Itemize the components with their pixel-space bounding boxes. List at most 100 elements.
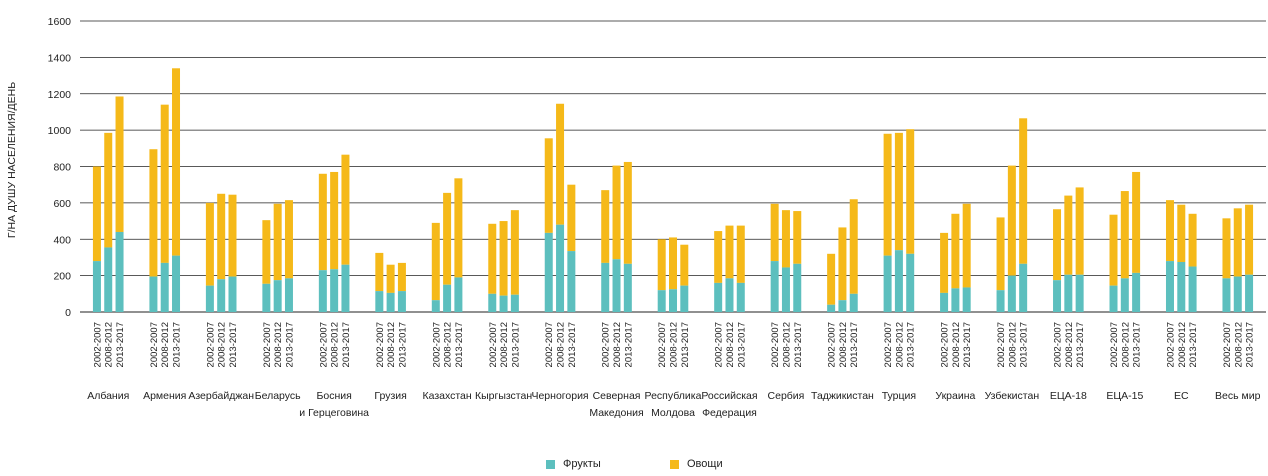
category-label: Российская Федерация [701,390,757,419]
x-tick-label: 2013-2017 [623,322,634,367]
bar-vegetables [657,239,666,291]
bar-fruits [262,283,271,312]
x-tick-label: 2013-2017 [115,322,126,367]
y-axis-title: Г/НА ДУШУ НАСЕЛЕНИЯ/ДЕНЬ [6,82,18,238]
bar-fruits [612,259,621,312]
x-tick-label: 2008-2012 [104,322,115,367]
x-tick-label: 2013-2017 [397,322,408,367]
x-tick-label: 2008-2012 [669,322,680,367]
bar-vegetables [262,220,271,284]
x-tick-label: 2002-2007 [262,322,273,367]
x-tick-label: 2013-2017 [849,322,860,367]
x-tick-label: 2013-2017 [1245,322,1256,367]
x-tick-label: 2008-2012 [1007,322,1018,367]
bar-group [318,154,350,312]
legend-label-vegetables: Овощи [687,458,723,470]
bar-group [488,210,519,312]
bar-fruits [499,295,508,312]
x-tick-label: 2002-2007 [770,322,781,367]
bar-fruits [160,262,169,312]
bar-fruits [736,282,745,312]
category-label: Армения [143,390,186,402]
legend-swatch-fruits [546,459,555,469]
x-tick-label: 2002-2007 [883,322,894,367]
x-tick-label: 2013-2017 [736,322,747,367]
bar-fruits [318,270,327,312]
bar-vegetables [172,68,181,256]
bar-group [149,68,181,312]
bar-vegetables [273,203,282,281]
bar-fruits [1132,272,1141,312]
bar-vegetables [1120,191,1129,279]
bar-vegetables [1165,200,1174,262]
x-tick-label: 2008-2012 [160,322,171,367]
bar-fruits [92,261,101,312]
bar-vegetables [680,244,689,286]
legend-swatch-vegetables [670,459,679,469]
bar-fruits [793,263,802,312]
legend-label-fruits: Фрукты [563,458,601,470]
bar-group [770,203,802,312]
bar-vegetables [612,165,621,260]
bar-vegetables [601,190,610,263]
bar-vegetables [1053,209,1062,281]
bar-fruits [951,288,960,312]
bar-vegetables [894,132,903,251]
bar-vegetables [1075,187,1084,275]
x-tick-label: 2002-2007 [92,322,103,367]
bar-fruits [906,253,915,312]
legend: Фрукты Овощи [0,458,1268,474]
x-tick-label: 2013-2017 [567,322,578,367]
x-tick-label: 2002-2007 [1109,322,1120,367]
legend-item-vegetables: Овощи [670,458,723,470]
x-tick-label: 2008-2012 [725,322,736,367]
x-tick-label: 2013-2017 [510,322,521,367]
bar-vegetables [443,192,452,285]
bars [92,68,1254,312]
bar-fruits [375,291,384,312]
bar-fruits [1245,274,1254,312]
bar-group [375,252,406,312]
bar-group [1222,204,1254,312]
category-label: Северная Македония [589,390,643,419]
x-tick-label: 2008-2012 [838,322,849,367]
bar-group [883,129,915,312]
bar-fruits [1233,276,1242,312]
bar-fruits [669,289,677,312]
bar-fruits [1007,275,1016,312]
x-tick-label: 2002-2007 [996,322,1007,367]
category-label: Грузия [374,390,406,402]
y-tick-label: 200 [53,271,71,283]
x-tick-label: 2008-2012 [1233,322,1244,367]
x-tick-label: 2002-2007 [431,322,442,367]
bar-vegetables [341,154,350,265]
bar-group [657,237,689,312]
x-tick-label: 2013-2017 [962,322,973,367]
bar-vegetables [431,222,440,301]
bar-fruits [217,279,226,312]
bar-vegetables [1177,204,1186,262]
bar-fruits [996,290,1005,312]
x-tick-label: 2013-2017 [284,322,295,367]
bar-fruits [601,262,610,312]
bar-vegetables [1109,214,1118,286]
bar-fruits [1019,263,1028,312]
x-tick-label: 2002-2007 [488,322,499,367]
category-label: Турция [882,390,916,402]
bar-vegetables [284,200,293,279]
bar-vegetables [556,103,565,225]
bar-fruits [725,278,734,312]
bar-group [996,118,1028,312]
bar-fruits [1188,266,1197,312]
bar-vegetables [714,231,723,283]
bar-group [205,193,237,312]
x-tick-label: 2002-2007 [657,322,668,367]
bar-fruits [443,284,452,312]
bar-vegetables [623,161,632,264]
legend-item-fruits: Фрукты [546,458,601,470]
bar-vegetables [725,225,734,279]
bar-fruits [714,282,723,312]
x-tick-label: 2002-2007 [149,322,160,367]
bar-vegetables [160,104,169,263]
